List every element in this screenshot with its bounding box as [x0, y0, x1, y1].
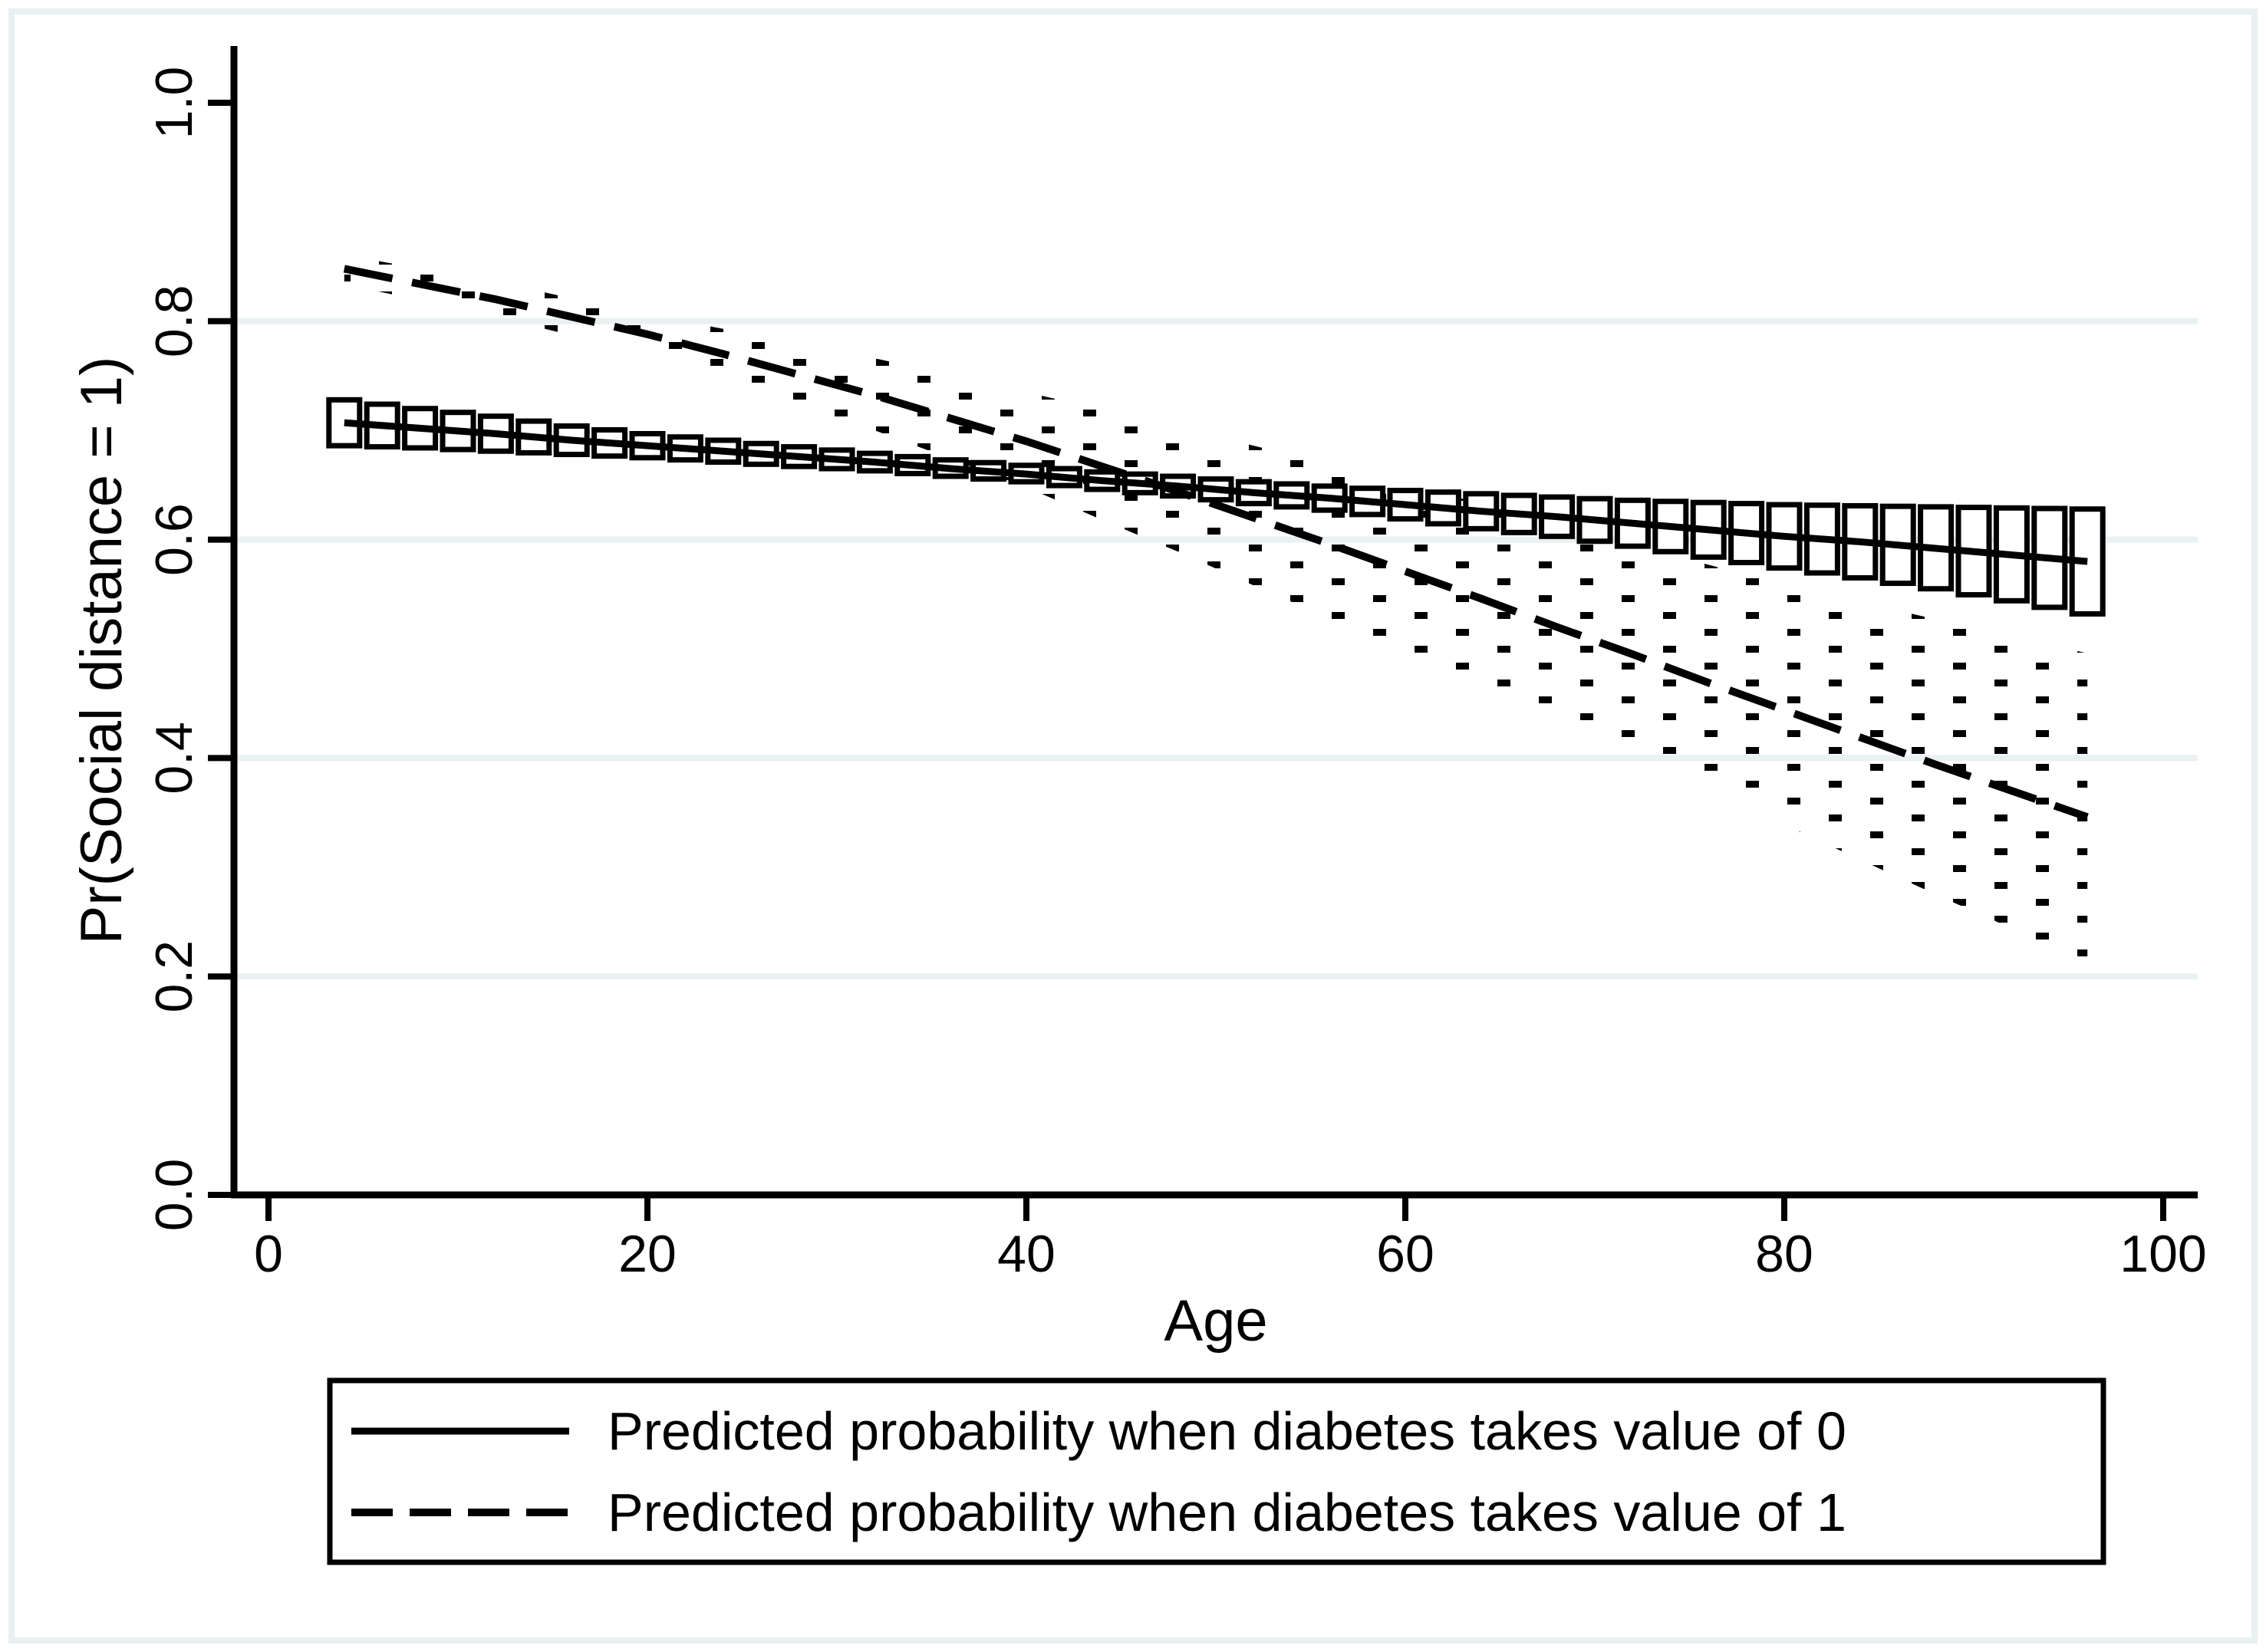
x-tick-label: 80: [1755, 1225, 1813, 1283]
y-axis-title: Pr(Social distance = 1): [69, 357, 134, 945]
line-diabetes-0: [344, 419, 2088, 565]
x-tick-label: 20: [618, 1225, 677, 1283]
ci-band-dotted: [344, 254, 2088, 963]
y-tick-label: 0.0: [145, 1159, 203, 1232]
y-tick-label: 0.6: [145, 503, 203, 576]
y-tick-label: 0.2: [145, 940, 203, 1013]
x-tick-label: 0: [254, 1225, 283, 1283]
y-tick-label: 0.4: [145, 722, 203, 795]
legend-box: [327, 1377, 2106, 1565]
legend: Predicted probability when diabetes take…: [327, 1377, 2106, 1565]
data-lines: [343, 265, 2089, 821]
x-tick-label: 40: [997, 1225, 1056, 1283]
ci-band-diabetes-1: [344, 254, 2088, 963]
y-tick-label: 1.0: [145, 67, 203, 140]
axes: [208, 46, 2198, 1221]
legend-label-diabetes-0: Predicted probability when diabetes take…: [608, 1401, 1846, 1461]
x-tick-label: 60: [1376, 1225, 1434, 1283]
legend-label-diabetes-1: Predicted probability when diabetes take…: [608, 1483, 1846, 1542]
y-tick-label: 0.8: [145, 285, 203, 358]
line-diabetes-1: [343, 265, 2089, 821]
x-tick-label: 100: [2119, 1225, 2206, 1283]
figure-border: [8, 8, 2258, 1644]
x-axis-title: Age: [1164, 1288, 1267, 1354]
tick-labels: 0.0 0.2 0.4 0.6 0.8 1.0 0 20 40 60 80 100: [145, 67, 2207, 1283]
